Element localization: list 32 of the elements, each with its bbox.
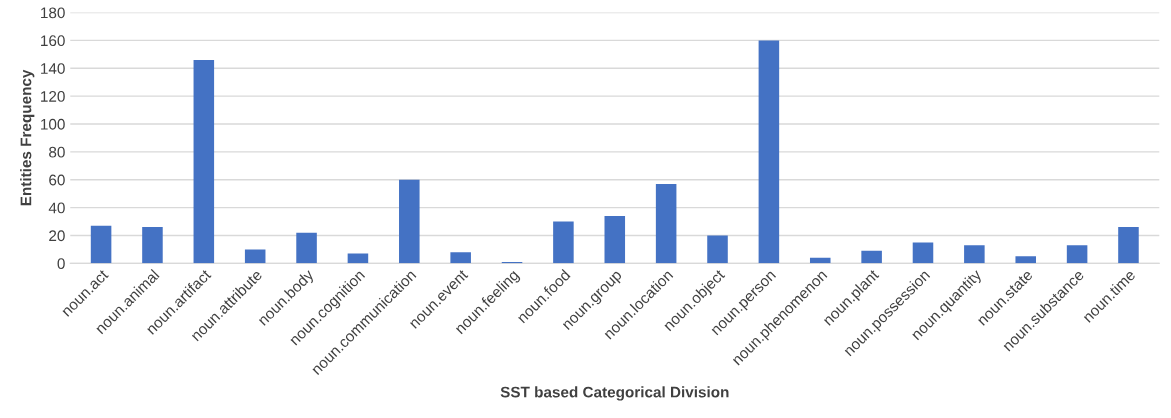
- y-tick-label: 80: [49, 146, 65, 158]
- bar: [861, 250, 882, 264]
- x-axis-title: SST based Categorical Division: [500, 386, 729, 401]
- bar: [347, 253, 369, 264]
- bar: [193, 59, 215, 264]
- bar: [1066, 245, 1088, 264]
- bar: [399, 179, 420, 264]
- y-tick-label: 180: [41, 7, 65, 19]
- bar: [90, 225, 112, 264]
- bar: [912, 242, 934, 264]
- bar: [964, 245, 985, 264]
- bar: [604, 215, 626, 264]
- y-tick-label: 100: [41, 118, 65, 130]
- bar: [1118, 227, 1139, 264]
- y-axis-title: Entities Frequency: [20, 69, 35, 206]
- y-tick-label: 140: [41, 63, 65, 74]
- y-tick-label: 20: [49, 230, 65, 242]
- y-tick-label: 0: [57, 258, 65, 270]
- bar: [758, 40, 780, 264]
- bar: [655, 183, 677, 264]
- bar: [809, 257, 831, 264]
- bar: [450, 252, 471, 264]
- bar: [707, 235, 728, 264]
- y-tick-label: 60: [49, 174, 65, 186]
- y-tick-label: 160: [41, 35, 65, 47]
- y-tick-label: 40: [48, 202, 65, 214]
- bar: [142, 227, 163, 264]
- bar: [1015, 256, 1036, 264]
- y-tick-label: 120: [41, 91, 65, 102]
- bar: [296, 232, 317, 264]
- bar: [244, 249, 266, 264]
- bar: [553, 221, 574, 264]
